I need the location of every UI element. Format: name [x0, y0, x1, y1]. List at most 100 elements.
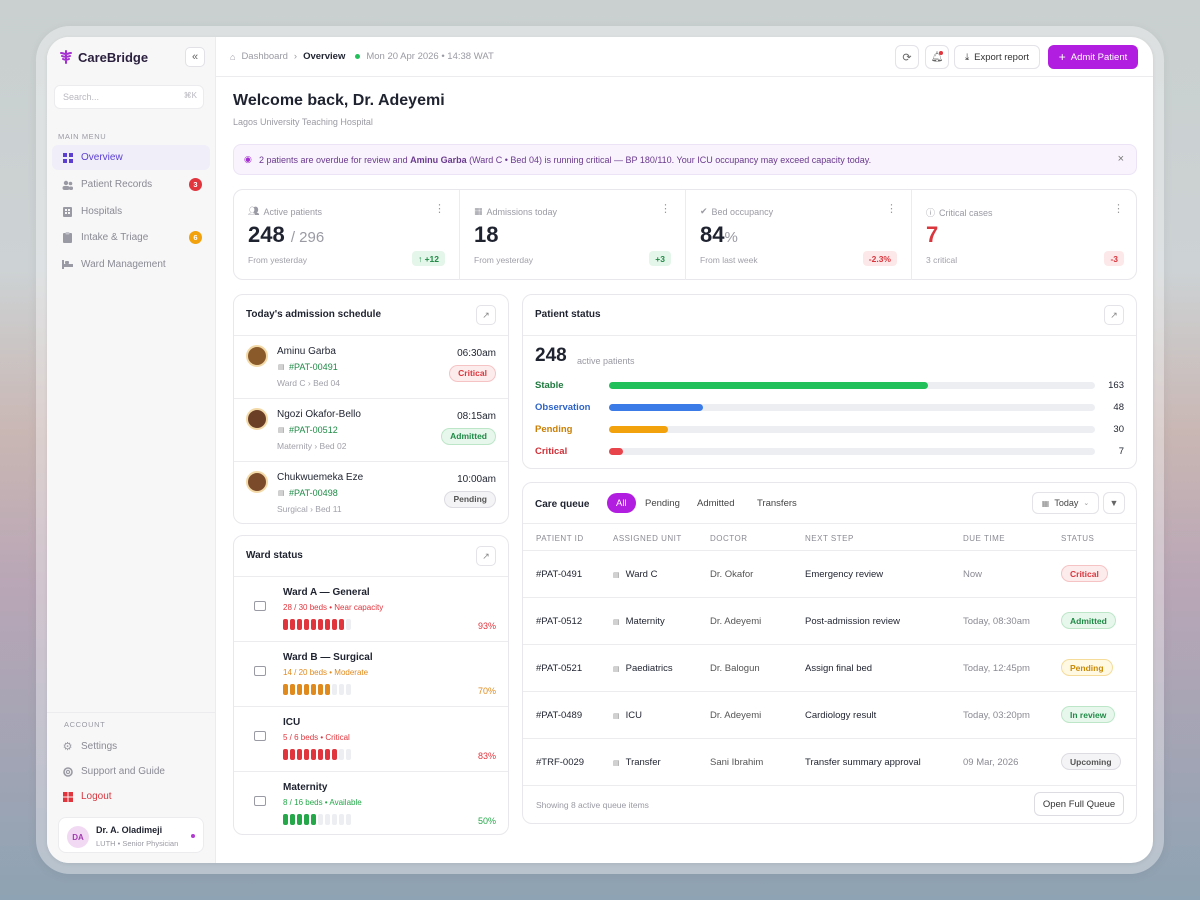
schedule-row[interactable]: Chukwuemeka Eze ▤ #PAT-00498 Surgical › …	[234, 461, 508, 524]
tab-admitted[interactable]: Admitted	[697, 497, 735, 509]
ward-row[interactable]: Ward B — Surgical 14 / 20 beds • Moderat…	[234, 641, 508, 706]
more-icon[interactable]: ⋮	[1113, 203, 1124, 215]
column-header[interactable]: DOCTOR	[710, 534, 748, 543]
breadcrumb-dashboard[interactable]: Dashboard	[241, 51, 288, 62]
cell-due-time: Today, 12:45pm	[963, 663, 1030, 674]
capacity-segment	[304, 619, 309, 630]
export-report-button[interactable]: ⤓ Export report	[954, 45, 1040, 69]
capacity-segment	[318, 814, 323, 825]
filter-button[interactable]: ▼	[1103, 492, 1125, 514]
column-header[interactable]: PATIENT ID	[536, 534, 584, 543]
collapse-sidebar-button[interactable]: «	[185, 47, 205, 67]
cell-patient-id[interactable]: #PAT-0491	[536, 569, 583, 580]
alert-banner: ◉ 2 patients are overdue for review and …	[233, 144, 1137, 175]
patient-name[interactable]: Aminu Garba	[277, 346, 336, 357]
sidebar-item-intake-triage[interactable]: Intake & Triage 6	[52, 225, 210, 250]
tab-all[interactable]: All	[607, 493, 636, 513]
schedule-row[interactable]: Ngozi Okafor-Bello ▤ #PAT-00512 Maternit…	[234, 398, 508, 461]
sidebar-item-patient-records[interactable]: Patient Records 3	[52, 172, 210, 197]
patient-id[interactable]: #PAT-00498	[289, 488, 338, 498]
patient-id[interactable]: #PAT-00512	[289, 425, 338, 435]
open-full-queue-button[interactable]: Open Full Queue	[1034, 792, 1124, 816]
schedule-row[interactable]: Aminu Garba ▤ #PAT-00491 Ward C › Bed 04…	[234, 335, 508, 398]
sidebar-item-label: Logout	[81, 791, 112, 802]
sidebar-item-settings[interactable]: ⚙ Settings	[52, 734, 210, 759]
bell-icon: 🔔︎	[930, 51, 944, 63]
capacity-segment	[311, 814, 316, 825]
table-header: PATIENT ID ASSIGNED UNIT DOCTOR NEXT STEP DU…	[523, 523, 1136, 551]
capacity-segment	[346, 749, 351, 760]
cell-patient-id[interactable]: #PAT-0512	[536, 616, 583, 627]
sidebar-item-hospitals[interactable]: Hospitals	[52, 199, 210, 224]
status-badge: Pending	[444, 489, 496, 508]
patient-name[interactable]: Ngozi Okafor-Bello	[277, 409, 361, 420]
brand-logo[interactable]: CareBridge	[58, 49, 148, 65]
admit-patient-button[interactable]: + Admit Patient	[1048, 45, 1138, 69]
column-header[interactable]: ASSIGNED UNIT	[613, 534, 682, 543]
ward-row[interactable]: Ward A — General 28 / 30 beds • Near cap…	[234, 576, 508, 641]
cell-doctor: Dr. Adeyemi	[710, 616, 762, 627]
table-row[interactable]: #PAT-0512 ▤ Maternity Dr. Adeyemi Post-ad…	[523, 597, 1136, 644]
ward-row[interactable]: ICU 5 / 6 beds • Critical 83%	[234, 706, 508, 771]
unit-icon: ▤	[613, 713, 620, 720]
capacity-bar	[283, 749, 353, 760]
capacity-segment	[283, 814, 288, 825]
avatar	[246, 408, 268, 430]
ward-percent: 93%	[477, 621, 496, 631]
stat-admissions: ▦ Admissions today ⋮ 18 From yesterday +3	[460, 190, 686, 280]
sidebar-item-logout[interactable]: Logout	[52, 784, 210, 809]
external-link-icon[interactable]: ↗	[476, 305, 496, 325]
status-track	[609, 404, 1095, 411]
table-row[interactable]: #TRF-0029 ▤ Transfer Sani Ibrahim Transfe…	[523, 738, 1136, 785]
sidebar-item-support[interactable]: Support and Guide	[52, 759, 210, 784]
capacity-segment	[311, 684, 316, 695]
table-row[interactable]: #PAT-0521 ▤ Paediatrics Dr. Balogun Assig…	[523, 644, 1136, 691]
patient-id[interactable]: #PAT-00491	[289, 362, 338, 372]
alert-patient-name[interactable]: Aminu Garba	[410, 155, 467, 165]
search-placeholder: Search...	[63, 92, 100, 102]
close-icon[interactable]: ×	[1117, 153, 1124, 165]
table-row[interactable]: #PAT-0491 ▤ Ward C Dr. Okafor Emergency r…	[523, 550, 1136, 597]
cell-patient-id[interactable]: #PAT-0521	[536, 663, 583, 674]
cell-patient-id[interactable]: #TRF-0029	[536, 757, 585, 768]
capacity-segment	[304, 814, 309, 825]
notifications-button[interactable]: 🔔︎	[925, 45, 949, 69]
column-header[interactable]: DUE TIME	[963, 534, 1006, 543]
account-label: ACCOUNT	[64, 720, 106, 729]
column-header[interactable]: NEXT STEP	[805, 534, 854, 543]
cell-patient-id[interactable]: #PAT-0489	[536, 710, 583, 721]
avatar	[246, 345, 268, 367]
more-icon[interactable]: ⋮	[886, 203, 897, 215]
column-header[interactable]: STATUS	[1061, 534, 1095, 543]
stat-value: 84%	[700, 222, 738, 247]
capacity-segment	[318, 684, 323, 695]
sidebar-item-ward-management[interactable]: Ward Management	[52, 252, 210, 277]
patient-name[interactable]: Chukwuemeka Eze	[277, 472, 364, 483]
table-row[interactable]: #PAT-0489 ▤ ICU Dr. Adeyemi Cardiology re…	[523, 691, 1136, 738]
ward-detail: 8 / 16 beds • Available	[283, 798, 362, 807]
capacity-segment	[346, 619, 351, 630]
tab-transfers[interactable]: Transfers	[757, 497, 797, 509]
cell-unit: ▤ ICU	[613, 710, 642, 721]
sidebar-item-overview[interactable]: Overview	[52, 145, 210, 170]
ward-detail: 5 / 6 beds • Critical	[283, 733, 350, 742]
more-icon[interactable]: ⋮	[434, 203, 445, 215]
external-link-icon[interactable]: ↗	[476, 546, 496, 566]
stat-label: 👥︎ Active patients	[248, 206, 322, 217]
users-icon	[62, 179, 73, 190]
status-badge: Admitted	[1061, 612, 1116, 629]
stat-critical-cases: ⓘ Critical cases ⋮ 7 3 critical -3	[912, 190, 1138, 280]
capacity-segment	[332, 814, 337, 825]
external-link-icon[interactable]: ↗	[1104, 305, 1124, 325]
tab-pending[interactable]: Pending	[645, 497, 680, 509]
ward-row[interactable]: Maternity 8 / 16 beds • Available 50%	[234, 771, 508, 836]
main-content: ⌂ Dashboard › Overview Mon 20 Apr 2026 •…	[216, 37, 1153, 863]
user-profile-card[interactable]: DA Dr. A. Oladimeji LUTH • Senior Physic…	[58, 817, 204, 853]
ward-name: Maternity	[283, 782, 328, 793]
clipboard-icon	[62, 232, 73, 243]
refresh-button[interactable]: ⟳	[895, 45, 919, 69]
date-filter-select[interactable]: ▦ Today ⌄	[1032, 492, 1099, 514]
search-input[interactable]: Search... ⌘K	[54, 85, 204, 109]
sidebar-item-label: Support and Guide	[81, 766, 165, 777]
more-icon[interactable]: ⋮	[660, 203, 671, 215]
